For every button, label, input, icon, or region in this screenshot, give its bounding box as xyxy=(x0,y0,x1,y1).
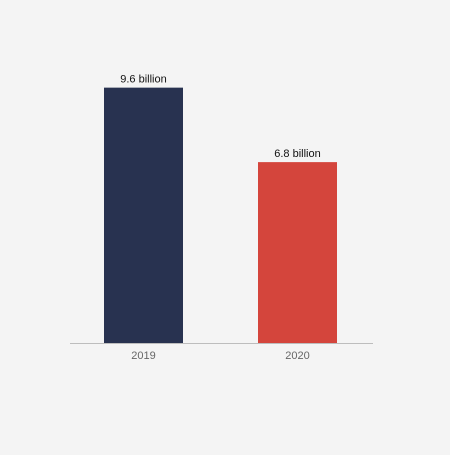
labels-layer: 9.6 billion 2019 6.8 billion 2020 xyxy=(120,74,320,362)
data-label-2020: 6.8 billion xyxy=(274,148,320,160)
x-tick-label-2019: 2019 xyxy=(131,350,155,362)
bar-2020 xyxy=(258,162,337,343)
data-label-2019: 9.6 billion xyxy=(120,74,166,86)
bar-2019 xyxy=(104,87,183,343)
x-tick-label-2020: 2020 xyxy=(285,350,309,362)
bars-layer xyxy=(104,87,337,343)
